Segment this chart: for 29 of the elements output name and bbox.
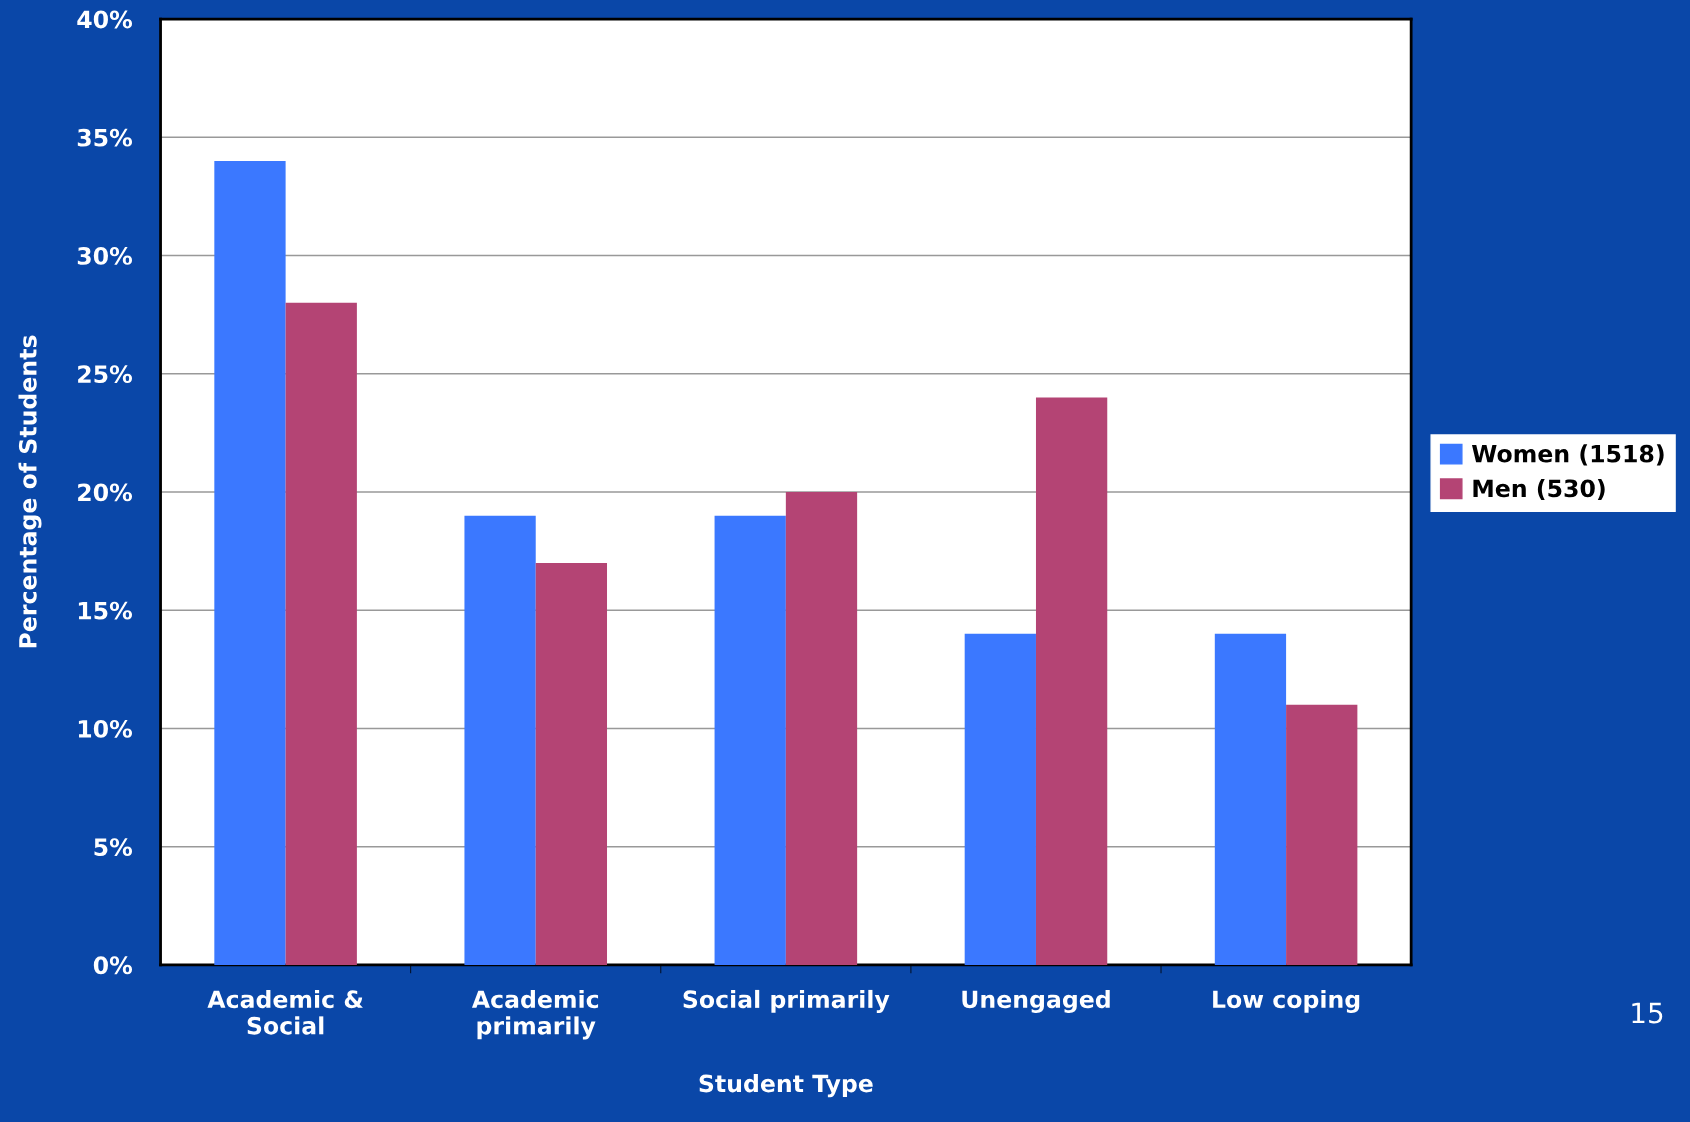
bar bbox=[785, 492, 858, 965]
y-tick-label: 20% bbox=[78, 483, 133, 502]
y-tick-label: 10% bbox=[78, 719, 133, 738]
y-tick-label: 35% bbox=[77, 128, 133, 147]
bar bbox=[535, 562, 608, 965]
y-tick-label: 25% bbox=[78, 365, 133, 384]
x-tick-label: Academic & Social bbox=[207, 989, 363, 1035]
y-tick-label: 0% bbox=[93, 956, 133, 975]
x-tick-label: Social primarily bbox=[683, 989, 890, 1013]
legend-label: Women (1518) bbox=[1472, 444, 1664, 466]
y-tick-label: 40% bbox=[77, 10, 133, 29]
y-tick-label: 30% bbox=[77, 246, 133, 265]
x-tick-label: Low coping bbox=[1213, 989, 1360, 1013]
bar bbox=[1214, 633, 1287, 965]
text: 15 bbox=[1632, 1002, 1663, 1024]
bar bbox=[1286, 704, 1358, 965]
x-axis-title: Student Type bbox=[699, 1074, 873, 1098]
bar bbox=[964, 633, 1036, 965]
bar bbox=[464, 515, 536, 965]
y-tick-label: 15% bbox=[78, 601, 133, 620]
y-axis-title: Percentage of Students bbox=[18, 335, 42, 648]
bar bbox=[714, 515, 786, 965]
legend-label: Men (530) bbox=[1473, 479, 1605, 501]
x-tick-label: Unengaged bbox=[962, 989, 1110, 1013]
x-tick-label: Academic primarily bbox=[471, 989, 599, 1040]
bar bbox=[1035, 397, 1108, 965]
y-tick-label: 5% bbox=[94, 838, 133, 856]
bar bbox=[214, 160, 286, 965]
bar bbox=[285, 302, 357, 965]
